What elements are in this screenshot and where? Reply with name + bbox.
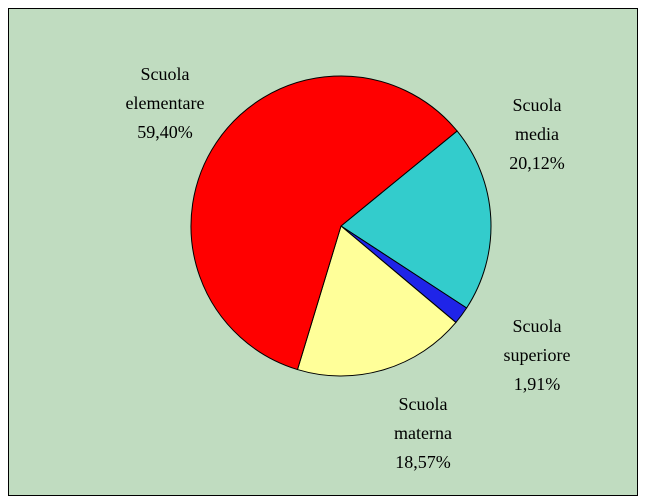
pie-slice bbox=[340, 130, 492, 309]
slice-label: Scuola media 20,12% bbox=[489, 91, 585, 178]
category-label: Scuola media bbox=[512, 95, 562, 144]
value-label: 59,40% bbox=[137, 122, 193, 142]
category-label: Scuola elementare bbox=[125, 64, 205, 113]
value-label: 18,57% bbox=[395, 452, 451, 472]
slice-label: Scuola elementare 59,40% bbox=[117, 60, 213, 147]
category-label: Scuola materna bbox=[394, 394, 452, 443]
slice-label: Scuola superiore 1,91% bbox=[489, 312, 585, 399]
slice-label: Scuola materna 18,57% bbox=[375, 390, 471, 477]
category-label: Scuola superiore bbox=[503, 316, 571, 365]
value-label: 20,12% bbox=[509, 153, 565, 173]
value-label: 1,91% bbox=[513, 374, 561, 394]
pie-slice bbox=[296, 225, 457, 377]
pie-slice bbox=[190, 75, 458, 371]
